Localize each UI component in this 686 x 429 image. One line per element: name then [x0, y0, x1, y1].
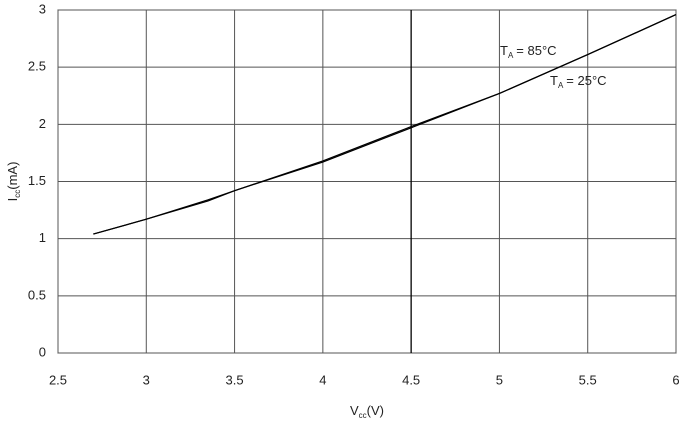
y-tick-label: 2.5	[28, 59, 46, 74]
x-tick-label: 3.5	[226, 372, 244, 387]
y-axis-label: Icc(mA)	[5, 162, 22, 202]
x-axis-label: Vcc(V)	[350, 403, 384, 420]
x-tick-label: 4	[319, 372, 326, 387]
x-tick-label: 2.5	[49, 372, 67, 387]
series-label-name: = 25°C	[566, 73, 606, 88]
x-tick-label: 5	[496, 372, 503, 387]
x-axis-label-unit: (V)	[367, 403, 384, 418]
y-tick-label: 0.5	[28, 287, 46, 302]
y-tick-label: 2	[39, 116, 46, 131]
y-tick-label: 0	[39, 344, 46, 359]
x-tick-label: 6	[672, 372, 679, 387]
y-tick-label: 1.5	[28, 173, 46, 188]
series-label-name: = 85°C	[516, 43, 556, 58]
x-tick-label: 3	[143, 372, 150, 387]
y-axis-label-sub: cc	[13, 190, 22, 198]
y-axis-label-main: I	[5, 198, 20, 202]
series-label-sub: A	[558, 81, 564, 90]
y-axis-label-unit: (mA)	[5, 162, 20, 190]
series-label: TA = 85°C	[500, 43, 557, 60]
x-tick-label: 4.5	[402, 372, 420, 387]
x-axis-label-main: V	[350, 403, 359, 418]
series-label-symbol: T	[550, 73, 558, 88]
x-tick-label: 5.5	[579, 372, 597, 387]
y-tick-label: 3	[39, 1, 46, 16]
data-line	[93, 14, 677, 235]
y-tick-label: 1	[39, 230, 46, 245]
series-label-sub: A	[508, 51, 514, 60]
x-axis-label-sub: cc	[359, 411, 367, 420]
series-label: TA = 25°C	[550, 73, 607, 90]
series-label-symbol: T	[500, 43, 508, 58]
